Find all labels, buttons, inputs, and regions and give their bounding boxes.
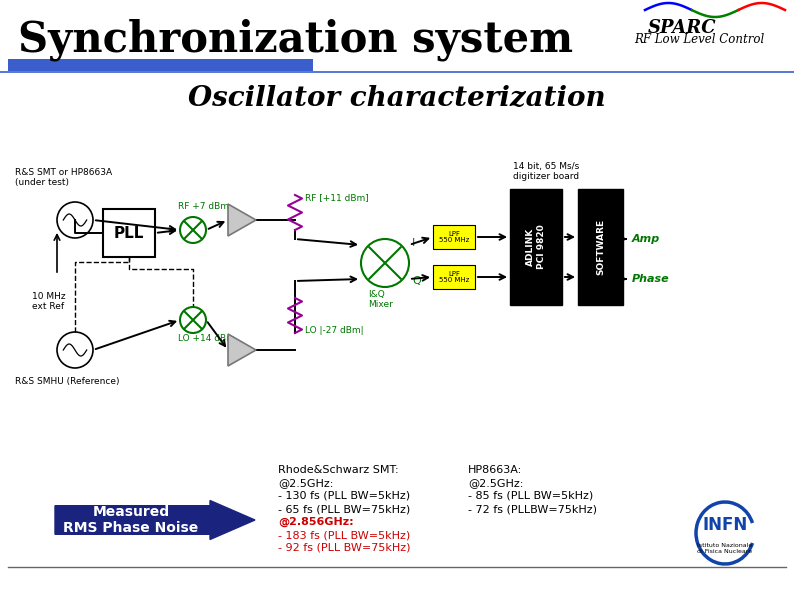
Bar [103,209,155,257]
Text: I&Q
Mixer: I&Q Mixer [368,290,393,309]
Text: @2.5GHz:: @2.5GHz: [468,478,523,488]
Bar [433,225,475,249]
Text: I: I [412,238,415,248]
Text: - 183 fs (PLL BW=5kHz): - 183 fs (PLL BW=5kHz) [278,530,410,540]
Text: Phase: Phase [632,274,669,284]
Text: Rhode&Schwarz SMT:: Rhode&Schwarz SMT: [278,465,399,475]
Text: @2.856GHz:: @2.856GHz: [278,517,353,527]
Text: 14 bit, 65 Ms/s
digitizer board: 14 bit, 65 Ms/s digitizer board [513,162,579,181]
Polygon shape [228,204,256,236]
Text: LPF
550 MHz: LPF 550 MHz [439,230,469,243]
Text: Synchronization system: Synchronization system [18,19,573,61]
Text: - 72 fs (PLLBW=75kHz): - 72 fs (PLLBW=75kHz) [468,504,597,514]
Text: - 92 fs (PLL BW=75kHz): - 92 fs (PLL BW=75kHz) [278,543,410,553]
Text: RF [+11 dBm]: RF [+11 dBm] [305,193,368,202]
Text: - 85 fs (PLL BW=5kHz): - 85 fs (PLL BW=5kHz) [468,491,593,501]
Text: SPARC: SPARC [648,19,717,37]
Text: LO |-27 dBm|: LO |-27 dBm| [305,326,364,335]
Text: 10 MHz
ext Ref: 10 MHz ext Ref [32,292,66,311]
Text: R&S SMT or HP8663A
(under test): R&S SMT or HP8663A (under test) [15,168,112,187]
Bar [433,265,475,289]
Polygon shape [228,334,256,366]
Text: PLL: PLL [114,226,145,240]
Text: LPF
550 MHz: LPF 550 MHz [439,271,469,283]
Text: - 130 fs (PLL BW=5kHz): - 130 fs (PLL BW=5kHz) [278,491,410,501]
Bar [578,189,623,305]
Text: @2.5GHz:: @2.5GHz: [278,478,333,488]
Text: HP8663A:: HP8663A: [468,465,522,475]
Text: Measured
RMS Phase Noise: Measured RMS Phase Noise [64,505,198,535]
Text: Amp: Amp [632,234,661,244]
Text: R&S SMHU (Reference): R&S SMHU (Reference) [15,377,120,386]
Text: SOFTWARE: SOFTWARE [596,219,605,275]
Bar [8,59,313,71]
Text: Oscillator characterization: Oscillator characterization [188,85,606,112]
Bar [510,189,562,305]
Text: Istituto Nazionale
di Fisica Nucleare: Istituto Nazionale di Fisica Nucleare [697,543,753,554]
Text: - 65 fs (PLL BW=75kHz): - 65 fs (PLL BW=75kHz) [278,504,410,514]
Text: Q: Q [412,276,421,286]
FancyArrow shape [55,500,255,540]
Text: RF Low Level Control: RF Low Level Control [634,33,765,46]
Text: RF +7 dBm: RF +7 dBm [178,202,229,211]
Text: ADLINK
PCI 9820: ADLINK PCI 9820 [526,225,545,270]
Text: INFN: INFN [703,516,748,534]
Text: LO +14 dBm: LO +14 dBm [178,334,235,343]
